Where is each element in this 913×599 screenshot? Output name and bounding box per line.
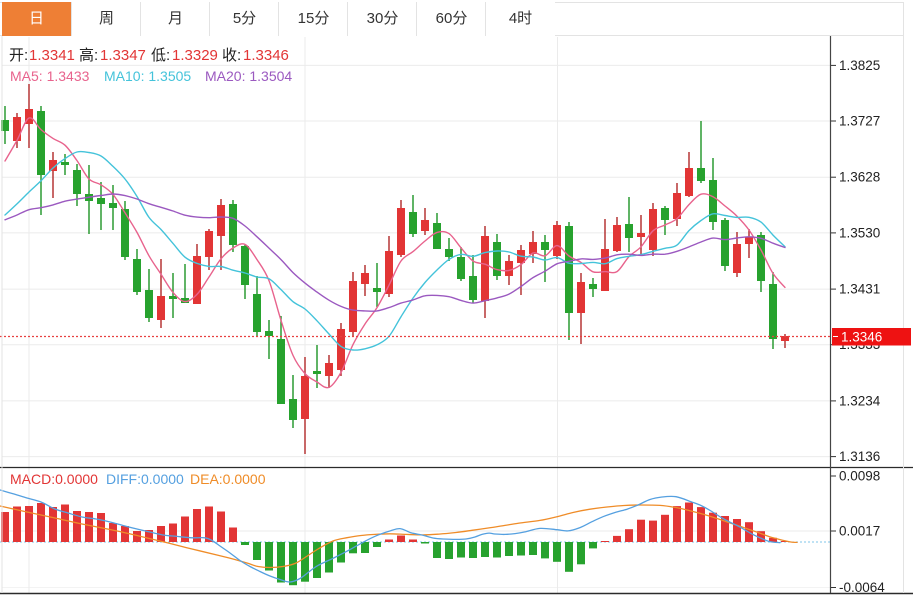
svg-text:0.0017: 0.0017 <box>839 524 880 539</box>
svg-text:MA10: 1.3505: MA10: 1.3505 <box>104 68 191 84</box>
svg-text:1.3825: 1.3825 <box>839 58 880 73</box>
svg-text:1.3329: 1.3329 <box>172 47 218 64</box>
svg-text:MACD:0.0000: MACD:0.0000 <box>10 471 98 487</box>
svg-text:收:: 收: <box>222 47 241 64</box>
svg-text:1.3347: 1.3347 <box>100 47 146 64</box>
svg-text:1.3727: 1.3727 <box>839 114 880 129</box>
svg-text:1.3346: 1.3346 <box>841 330 882 345</box>
svg-text:MA5: 1.3433: MA5: 1.3433 <box>10 68 90 84</box>
svg-text:开:: 开: <box>9 47 28 64</box>
svg-text:1.3136: 1.3136 <box>839 449 880 464</box>
svg-text:1.3341: 1.3341 <box>29 47 75 64</box>
svg-text:1.3530: 1.3530 <box>839 225 880 240</box>
svg-text:1.3628: 1.3628 <box>839 170 880 185</box>
svg-text:DIFF:0.0000: DIFF:0.0000 <box>106 471 184 487</box>
svg-text:MA20: 1.3504: MA20: 1.3504 <box>205 68 292 84</box>
svg-text:高:: 高: <box>79 47 98 64</box>
svg-text:-0.0064: -0.0064 <box>839 580 885 595</box>
svg-text:1.3234: 1.3234 <box>839 393 881 408</box>
svg-text:DEA:0.0000: DEA:0.0000 <box>190 471 266 487</box>
svg-text:低:: 低: <box>151 47 170 64</box>
svg-text:0.0098: 0.0098 <box>839 469 880 484</box>
svg-text:1.3346: 1.3346 <box>243 47 289 64</box>
svg-text:1.3431: 1.3431 <box>839 282 880 297</box>
